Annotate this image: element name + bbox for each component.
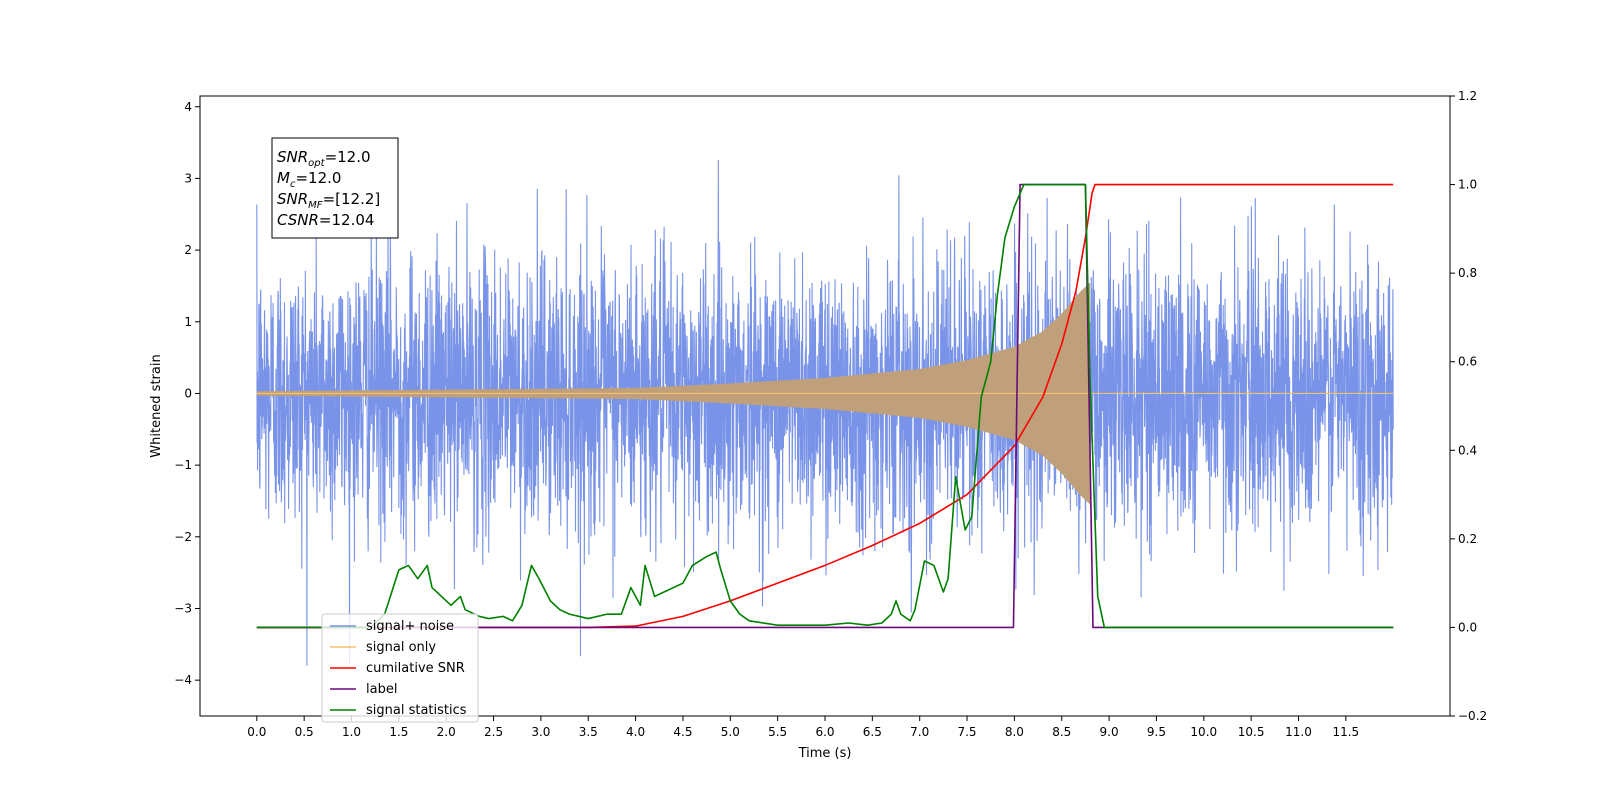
x-tick-label: 4.5 bbox=[673, 725, 692, 739]
y-right-tick-label: 0.0 bbox=[1458, 620, 1477, 634]
y-right-tick-label: 1.0 bbox=[1458, 178, 1477, 192]
legend-label: signal+ noise bbox=[366, 619, 454, 634]
x-tick-label: 10.5 bbox=[1238, 725, 1265, 739]
x-tick-label: 5.5 bbox=[768, 725, 787, 739]
x-tick-label: 9.5 bbox=[1147, 725, 1166, 739]
y-left-tick-label: −2 bbox=[174, 530, 192, 544]
x-tick-label: 6.5 bbox=[863, 725, 882, 739]
x-tick-label: 1.5 bbox=[389, 725, 408, 739]
x-tick-label: 8.5 bbox=[1052, 725, 1071, 739]
y-right-tick-label: 1.2 bbox=[1458, 89, 1477, 103]
x-tick-label: 3.5 bbox=[579, 725, 598, 739]
annotation-line: CSNR=12.04 bbox=[277, 211, 374, 229]
plot-area bbox=[256, 159, 1394, 666]
x-tick-label: 7.5 bbox=[957, 725, 976, 739]
series-cumulative-snr bbox=[256, 183, 1394, 629]
annotation-line: SNRMF=[12.2] bbox=[277, 190, 380, 211]
annotation-line: Mc=12.0 bbox=[277, 169, 341, 190]
y-axis-label-left: Whitened strain bbox=[149, 354, 164, 457]
annotation-frame bbox=[271, 137, 399, 239]
x-tick-label: 2.5 bbox=[484, 725, 503, 739]
legend-label: label bbox=[366, 682, 397, 697]
y-axis-right: 1.2 1.0 0.8 0.6 0.4 0.2 0.0 −0.2 bbox=[1450, 89, 1487, 723]
y-right-tick-label: 0.8 bbox=[1458, 266, 1477, 280]
legend: signal+ noise signal only cumilative SNR la… bbox=[321, 613, 479, 723]
x-tick-label: 6.0 bbox=[815, 725, 834, 739]
x-tick-label: 2.0 bbox=[437, 725, 456, 739]
x-tick-label: 4.0 bbox=[626, 725, 645, 739]
x-tick-label: 3.0 bbox=[531, 725, 550, 739]
x-tick-label: 0.0 bbox=[247, 725, 266, 739]
y-axis-left: 4 3 2 1 0 −1 −2 −3 −4 bbox=[174, 100, 200, 687]
x-tick-label: 11.0 bbox=[1285, 725, 1312, 739]
y-right-tick-label: 0.6 bbox=[1458, 355, 1477, 369]
legend-label: signal statistics bbox=[366, 703, 467, 718]
y-left-tick-label: 4 bbox=[184, 100, 192, 114]
y-right-tick-label: −0.2 bbox=[1458, 709, 1487, 723]
x-tick-label: 0.5 bbox=[295, 725, 314, 739]
y-left-tick-label: 1 bbox=[184, 315, 192, 329]
y-left-tick-label: −1 bbox=[174, 458, 192, 472]
x-tick-label: 10.0 bbox=[1190, 725, 1217, 739]
x-tick-label: 11.5 bbox=[1332, 725, 1359, 739]
y-left-tick-label: −3 bbox=[174, 601, 192, 615]
y-right-tick-label: 0.2 bbox=[1458, 532, 1477, 546]
series-signal-statistics bbox=[256, 183, 1394, 629]
x-tick-label: 5.0 bbox=[721, 725, 740, 739]
x-axis: 0.0 0.5 1.0 1.5 2.0 2.5 3.0 3.5 4.0 4.5 5.0 5.5 6.0 6… bbox=[247, 716, 1359, 739]
y-left-tick-label: 0 bbox=[184, 386, 192, 400]
x-tick-label: 1.0 bbox=[342, 725, 361, 739]
legend-label: signal only bbox=[366, 640, 436, 655]
x-tick-label: 8.0 bbox=[1005, 725, 1024, 739]
annotation-line: SNRopt=12.0 bbox=[277, 148, 371, 169]
y-right-tick-label: 0.4 bbox=[1458, 443, 1477, 457]
y-left-tick-label: −4 bbox=[174, 673, 192, 687]
y-left-tick-label: 2 bbox=[184, 243, 192, 257]
series-signal-plus-noise bbox=[256, 159, 1394, 666]
y-left-tick-label: 3 bbox=[184, 171, 192, 185]
x-tick-label: 9.0 bbox=[1100, 725, 1119, 739]
legend-frame bbox=[321, 613, 479, 723]
x-axis-label: Time (s) bbox=[798, 746, 852, 761]
legend-label: cumilative SNR bbox=[366, 661, 465, 676]
x-tick-label: 7.0 bbox=[910, 725, 929, 739]
